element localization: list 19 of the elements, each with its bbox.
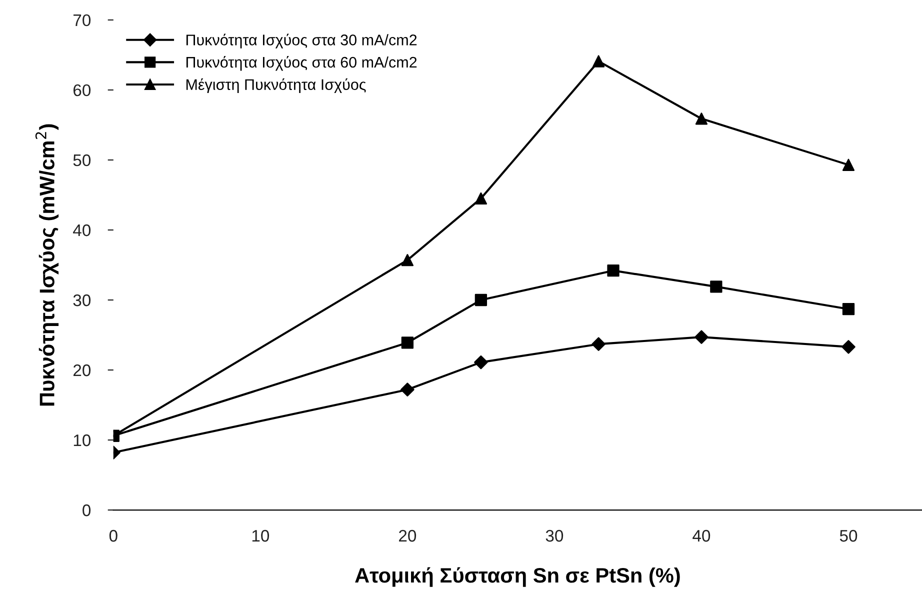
x-axis-title: Ατομική Σύσταση Sn σε PtSn (%) xyxy=(355,567,680,587)
y-tick-label: 20 xyxy=(73,364,91,376)
x-tick-label: 30 xyxy=(546,530,564,542)
x-tick-label: 40 xyxy=(692,530,710,542)
y-tick-label: 10 xyxy=(74,434,91,446)
y-tick-label: 30 xyxy=(73,294,91,306)
y-tick-label: 0 xyxy=(82,504,91,516)
y-tick-label: 50 xyxy=(73,154,91,166)
legend-label: Πυκνότητα Ισχύος στα 30 mA/cm2 xyxy=(186,34,417,48)
y-tick-label: 60 xyxy=(73,84,91,96)
y-tick-label: 40 xyxy=(73,224,91,236)
x-tick-label: 0 xyxy=(109,530,118,542)
legend-label: Πυκνότητα Ισχύος στα 60 mA/cm2 xyxy=(186,56,417,71)
legend-label: Μέγιστη Πυκνότητα Ισχύος xyxy=(186,78,366,94)
x-tick-label: 10 xyxy=(252,530,270,542)
x-tick-label: 20 xyxy=(399,530,416,542)
y-axis-title: Πυκνότητα Ισχύος (mW/cm$^{2}$) xyxy=(35,124,59,406)
x-tick-label: 50 xyxy=(840,530,858,542)
y-tick-label: 70 xyxy=(74,14,91,26)
